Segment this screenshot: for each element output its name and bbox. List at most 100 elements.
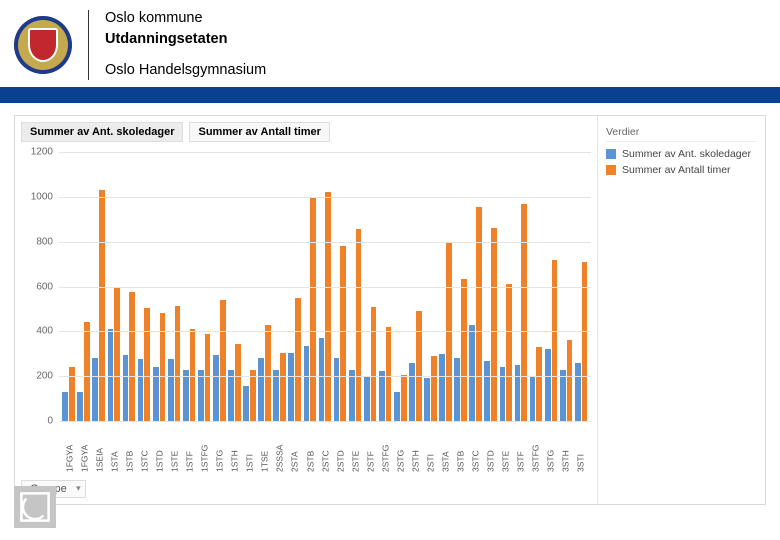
x-tick-label: 2SSSA: [272, 426, 287, 472]
bar-series-b: [160, 313, 166, 421]
x-axis-labels: 1FGYA1FGYA1SEIA1STA1STB1STC1STD1STE1STF1…: [59, 422, 591, 472]
bar-series-b: [310, 197, 316, 421]
bar-series-b: [250, 370, 256, 422]
bar-series-b: [431, 356, 437, 421]
x-tick-label: 3STE: [498, 426, 513, 472]
bar-series-a: [62, 392, 68, 421]
bar-series-b: [386, 327, 392, 421]
y-tick-label: 1200: [19, 147, 53, 158]
x-tick-label: 3STD: [483, 426, 498, 472]
school-name: Oslo Handelsgymnasium: [105, 60, 266, 81]
x-tick-label: 3STG: [543, 426, 558, 472]
x-tick-label: 3STF: [513, 426, 528, 472]
footer-logo-icon: [14, 486, 56, 528]
city-crest-icon: [14, 16, 72, 74]
y-tick-label: 1000: [19, 191, 53, 202]
x-tick-label: 2STB: [303, 426, 318, 472]
bar-series-a: [108, 329, 114, 421]
x-tick-label: 1FGYA: [77, 426, 92, 472]
x-tick-label: 3STI: [573, 426, 588, 472]
bar-series-a: [168, 359, 174, 421]
page-header: Oslo kommune Utdanningsetaten Oslo Hande…: [0, 0, 780, 87]
bar-series-b: [129, 292, 135, 421]
x-tick-label: 3STC: [468, 426, 483, 472]
legend-item: Summer av Antall timer: [606, 164, 757, 176]
y-tick-label: 0: [19, 416, 53, 427]
measure-tab[interactable]: Summer av Antall timer: [189, 122, 329, 142]
header-divider: [88, 10, 89, 80]
x-tick-label: 1STI: [242, 426, 257, 472]
bar-series-a: [273, 370, 279, 422]
y-tick-label: 200: [19, 371, 53, 382]
bar-series-b: [506, 284, 512, 421]
bar-chart-plot: 020040060080010001200: [59, 152, 591, 422]
x-tick-label: 1STF: [182, 426, 197, 472]
bar-series-a: [258, 358, 264, 421]
x-tick-label: 1STC: [137, 426, 152, 472]
bar-series-b: [220, 300, 226, 421]
y-tick-label: 600: [19, 281, 53, 292]
bar-series-a: [454, 358, 460, 421]
chart-main: Summer av Ant. skoledager Summer av Antal…: [15, 116, 597, 504]
bar-series-b: [235, 344, 241, 421]
bar-series-b: [461, 279, 467, 421]
bar-series-b: [567, 340, 573, 421]
gridline: [59, 287, 591, 288]
bar-series-a: [123, 355, 129, 421]
bar-series-a: [379, 371, 385, 421]
x-tick-label: 2STA: [287, 426, 302, 472]
bar-series-a: [228, 370, 234, 422]
x-tick-label: 1FGYA: [62, 426, 77, 472]
bar-series-a: [515, 365, 521, 421]
measure-tab[interactable]: Summer av Ant. skoledager: [21, 122, 183, 142]
x-tick-label: 2STI: [423, 426, 438, 472]
gridline: [59, 152, 591, 153]
legend-label: Summer av Ant. skoledager: [622, 148, 751, 160]
x-tick-label: 3STA: [438, 426, 453, 472]
bar-series-b: [371, 307, 377, 421]
bar-series-b: [114, 288, 120, 421]
x-tick-label: 1STA: [107, 426, 122, 472]
bar-series-b: [190, 329, 196, 421]
x-tick-label: 3STH: [558, 426, 573, 472]
bar-series-b: [401, 375, 407, 421]
gridline: [59, 197, 591, 198]
x-tick-label: 3STFG: [528, 426, 543, 472]
gridline: [59, 331, 591, 332]
x-tick-label: 1STB: [122, 426, 137, 472]
bar-series-a: [92, 358, 98, 421]
filter-row: Gruppe: [21, 480, 591, 498]
legend-panel: Verdier Summer av Ant. skoledagerSummer …: [597, 116, 765, 504]
bar-series-a: [304, 346, 310, 421]
header-accent-bar: [0, 87, 780, 103]
department-name: Utdanningsetaten: [105, 29, 266, 50]
bar-series-a: [530, 376, 536, 421]
bar-series-a: [334, 358, 340, 421]
bar-series-b: [536, 347, 542, 421]
x-tick-label: 2STH: [408, 426, 423, 472]
bar-series-a: [575, 363, 581, 421]
bar-series-b: [325, 192, 331, 421]
bar-series-b: [356, 229, 362, 421]
bar-series-b: [476, 207, 482, 421]
x-tick-label: 1TSE: [257, 426, 272, 472]
gridline: [59, 242, 591, 243]
bar-series-a: [288, 353, 294, 421]
bar-series-b: [340, 246, 346, 421]
x-tick-label: 2STFG: [378, 426, 393, 472]
bar-series-a: [409, 363, 415, 421]
x-tick-label: 2STG: [393, 426, 408, 472]
bar-series-a: [349, 370, 355, 422]
bar-series-b: [205, 334, 211, 421]
bar-series-a: [469, 325, 475, 421]
measure-tabs: Summer av Ant. skoledager Summer av Antal…: [15, 116, 597, 146]
bar-series-a: [138, 359, 144, 421]
x-tick-label: 1SEIA: [92, 426, 107, 472]
y-tick-label: 400: [19, 326, 53, 337]
y-tick-label: 800: [19, 236, 53, 247]
bar-series-b: [84, 322, 90, 421]
bar-series-a: [77, 392, 83, 421]
municipality-name: Oslo kommune: [105, 8, 266, 29]
bar-series-a: [545, 349, 551, 421]
x-tick-label: 1STD: [152, 426, 167, 472]
